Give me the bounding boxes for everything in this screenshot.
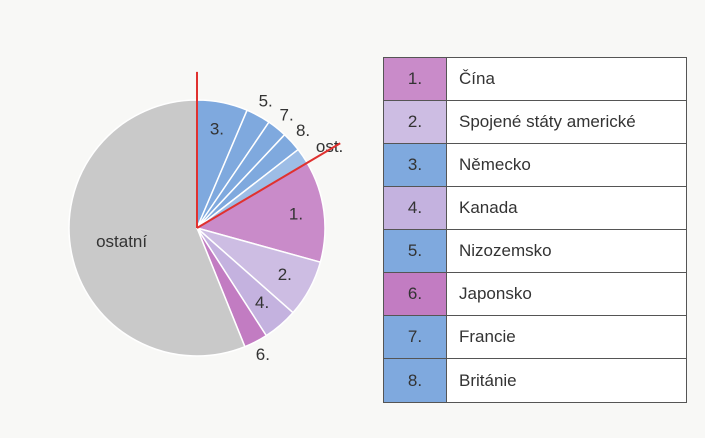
slice-label: 4. <box>255 293 269 312</box>
slice-label: 7. <box>280 106 294 125</box>
slice-label: ost. <box>316 137 343 156</box>
legend-name: Kanada <box>459 198 518 217</box>
pie-chart: 3. 5. 7.8. ost. 1. 2. 4. 6. ostatní <box>68 71 343 364</box>
slice-label: 8. <box>296 121 310 140</box>
legend-name: Francie <box>459 327 516 346</box>
legend-name: Japonsko <box>459 284 532 303</box>
legend-name: Německo <box>459 155 531 174</box>
legend-row: 8. Británie <box>384 359 686 402</box>
legend-number: 8. <box>384 359 447 402</box>
legend-name: Británie <box>459 370 517 390</box>
legend-row: 3. Německo <box>384 144 686 187</box>
legend-number: 7. <box>384 316 447 358</box>
legend-row: 4. Kanada <box>384 187 686 230</box>
legend-number: 3. <box>384 144 447 186</box>
pie-slice <box>68 99 246 357</box>
legend-number: 5. <box>384 230 447 272</box>
legend-row: 2. Spojené státy americké <box>384 101 686 144</box>
pie-slice <box>195 161 326 264</box>
slice-label: 2. <box>278 265 292 284</box>
legend-row: 5. Nizozemsko <box>384 230 686 273</box>
legend-name: Nizozemsko <box>459 241 552 260</box>
legend-number: 4. <box>384 187 447 229</box>
legend-number: 2. <box>384 101 447 143</box>
legend-table: 1. Čína 2. Spojené státy americké 3. Německo 4… <box>383 57 687 403</box>
separator-line <box>196 142 341 229</box>
legend-name: Čína <box>459 69 495 88</box>
legend-number: 1. <box>384 58 447 100</box>
legend-row: 1. Čína <box>384 58 686 101</box>
legend-row: 6. Japonsko <box>384 273 686 316</box>
legend-row: 7. Francie <box>384 316 686 359</box>
slice-label: 3. <box>210 120 224 139</box>
slice-label: 5. <box>259 92 273 111</box>
slice-label: 6. <box>256 345 270 364</box>
slice-label: ostatní <box>96 232 147 251</box>
slice-label: 1. <box>289 204 303 223</box>
legend-number: 6. <box>384 273 447 315</box>
legend-name: Spojené státy americké <box>459 112 636 131</box>
